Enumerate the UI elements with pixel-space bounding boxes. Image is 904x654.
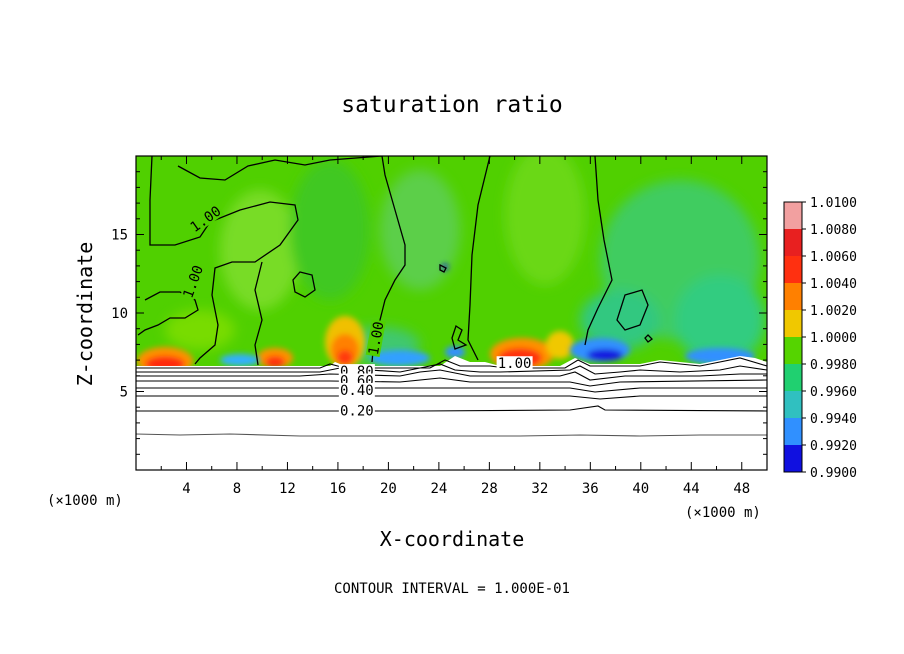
colorbar-segment xyxy=(784,229,802,256)
y-axis-title: Z-coordinate xyxy=(73,242,97,387)
contours-1-00 xyxy=(137,156,653,366)
colorbar-label: 1.0020 xyxy=(810,304,857,319)
colorbar-segment xyxy=(784,283,802,310)
contour-label: 0.40 xyxy=(338,382,375,399)
colorbar-segment xyxy=(784,418,802,445)
contour-label: 0.20 xyxy=(338,403,375,419)
contour-label-text: 0.20 xyxy=(340,403,374,419)
x-tick-label: 8 xyxy=(233,481,241,497)
colorbar-label: 1.0100 xyxy=(810,196,857,211)
subsaturated-region xyxy=(136,356,767,470)
x-tick-label: 20 xyxy=(380,481,397,497)
colorbar-segment xyxy=(784,337,802,364)
plot-area xyxy=(136,156,767,470)
colorbar-segment xyxy=(784,256,802,283)
colorbar-label: 0.9920 xyxy=(810,439,857,454)
contour-label-bg xyxy=(338,382,375,397)
x-unit-label: (×1000 m) xyxy=(685,505,761,521)
x-tick-label: 48 xyxy=(733,481,750,497)
contour-label-bg xyxy=(338,403,375,418)
colorbar-label: 1.0060 xyxy=(810,250,857,265)
colorbar-segment xyxy=(784,310,802,337)
y-tick-label: 10 xyxy=(111,306,128,322)
contour-label-bg xyxy=(496,356,533,371)
chart-title: saturation ratio xyxy=(341,92,563,118)
x-axis: 4 8 12 16 20 24 28 32 36 40 44 48 xyxy=(160,156,750,497)
colorbar-segment xyxy=(784,445,802,472)
y-tick-label: 5 xyxy=(120,385,128,401)
contour-label: 1.00 xyxy=(365,319,388,358)
x-tick-label: 44 xyxy=(683,481,700,497)
contour-interval-note: CONTOUR INTERVAL = 1.000E-01 xyxy=(334,581,570,597)
colorbar-segment xyxy=(784,202,802,229)
contour-label-bg xyxy=(365,319,386,358)
x-tick-label: 12 xyxy=(279,481,296,497)
contour-label-text: 0.40 xyxy=(340,383,374,399)
hot-spots xyxy=(137,316,574,375)
y-tick-label: 15 xyxy=(111,228,128,244)
colorbar-label: 0.9940 xyxy=(810,412,857,427)
contour-label-bg xyxy=(180,262,206,301)
colorbar-label: 1.0000 xyxy=(810,331,857,346)
y-axis: 5 10 15 xyxy=(111,171,767,455)
x-tick-label: 28 xyxy=(481,481,498,497)
colorbar-label: 0.9960 xyxy=(810,385,857,400)
x-tick-label: 36 xyxy=(582,481,599,497)
contour-label-text: 1.00 xyxy=(366,320,388,356)
colorbar-label: 1.0080 xyxy=(810,223,857,238)
colorbar-segment xyxy=(784,364,802,391)
colorbar-label: 1.0040 xyxy=(810,277,857,292)
x-tick-label: 16 xyxy=(329,481,346,497)
colorbar: 1.0100 1.0080 1.0060 1.0040 1.0020 1.0000 0.99… xyxy=(783,196,857,481)
contour-label-text: 1.00 xyxy=(498,356,532,372)
colorbar-segment xyxy=(784,391,802,418)
z-unit-label: (×1000 m) xyxy=(47,493,123,509)
x-axis-title: X-coordinate xyxy=(380,527,525,551)
colorbar-label: 0.9980 xyxy=(810,358,857,373)
x-tick-label: 32 xyxy=(531,481,548,497)
colorbar-label: 0.9900 xyxy=(810,466,857,481)
x-tick-label: 4 xyxy=(182,481,190,497)
contour-label-bg xyxy=(186,202,225,235)
x-tick-label: 24 xyxy=(430,481,447,497)
contour-label: 1.00 xyxy=(496,356,533,372)
x-tick-label: 40 xyxy=(632,481,649,497)
